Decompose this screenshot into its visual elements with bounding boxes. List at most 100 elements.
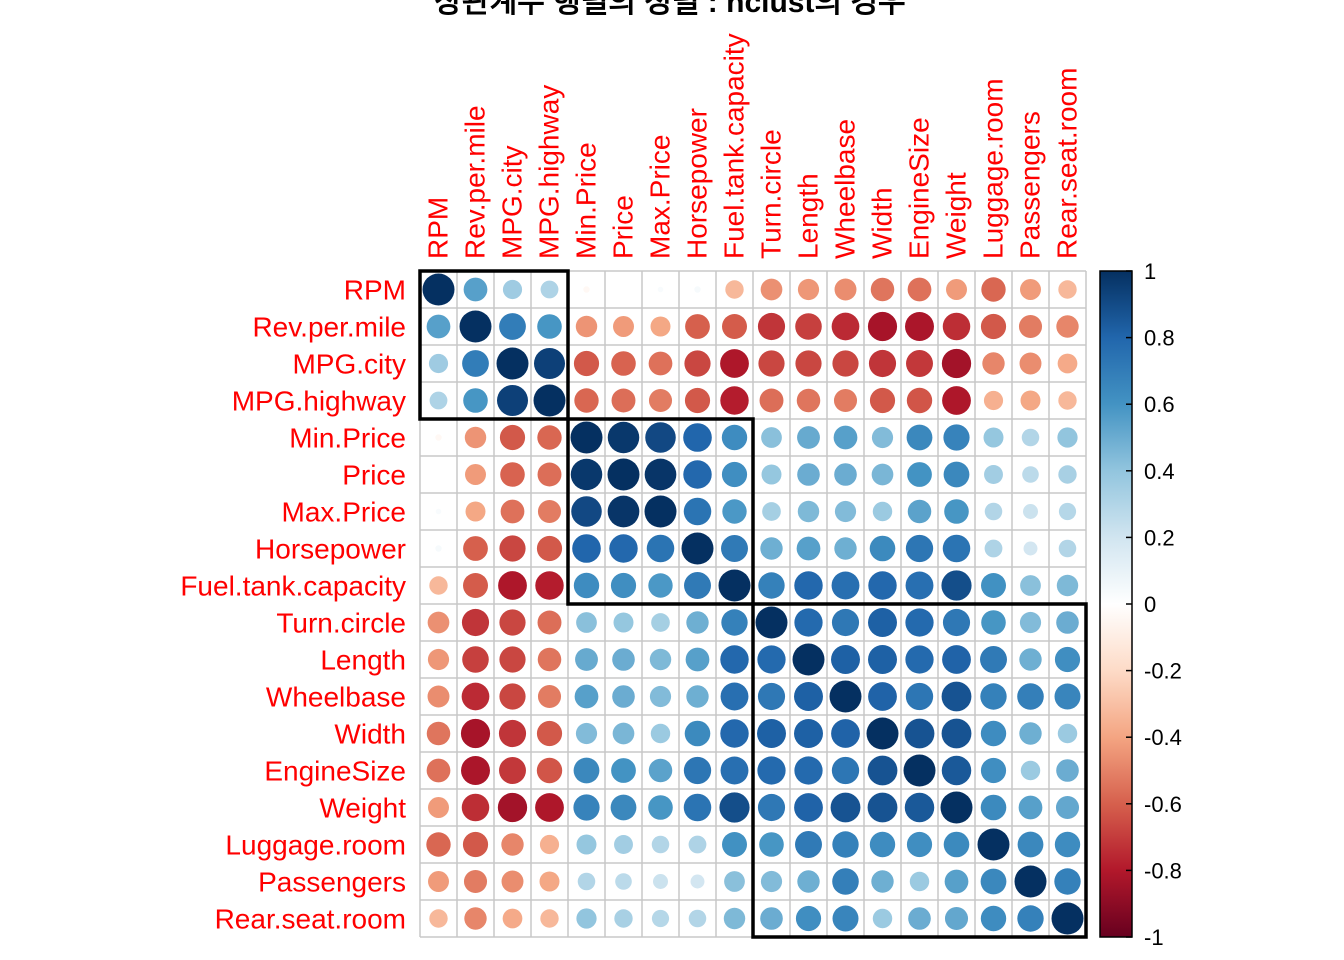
cell-circle [648, 758, 673, 783]
colorbar-tick-label: -1 [1144, 925, 1164, 950]
cell-circle [867, 792, 898, 823]
cell-circle [502, 908, 523, 929]
cell-circle [795, 905, 822, 932]
cell-circle [464, 907, 487, 930]
cell-circle [797, 463, 820, 486]
cell-circle [905, 312, 934, 341]
col-label: Rev.per.mile [460, 105, 491, 259]
cell-circle [1054, 646, 1081, 673]
cell-circle [721, 609, 748, 636]
cell-circle [537, 610, 562, 635]
cell-circle [833, 425, 858, 450]
cell-circle [942, 608, 971, 637]
cell-circle [461, 608, 490, 637]
cell-circle [650, 316, 671, 337]
row-label: Rev.per.mile [252, 312, 406, 343]
cell-circle [1056, 574, 1079, 597]
cell-circle [427, 648, 450, 671]
cell-circle [982, 352, 1005, 375]
cell-circle [872, 908, 893, 929]
cell-circle [760, 870, 783, 893]
cell-circle [573, 794, 600, 821]
cell-circle [906, 831, 933, 858]
cell-circle [872, 501, 893, 522]
colorbar-tick-label: 0.8 [1144, 326, 1175, 351]
cell-circle [537, 647, 562, 672]
cell-circle [614, 835, 633, 854]
cell-circle [759, 832, 784, 857]
cell-circle [722, 314, 747, 339]
cell-circle [648, 573, 673, 598]
cell-circle [831, 608, 860, 637]
cell-circle [719, 792, 750, 823]
cell-circle [831, 312, 860, 341]
cell-circle [761, 427, 782, 448]
cell-circle [607, 458, 640, 491]
cell-circle [500, 462, 525, 487]
cell-circle [686, 611, 709, 634]
cell-circle [644, 495, 677, 528]
cell-circle [573, 350, 600, 377]
cell-circle [463, 277, 488, 302]
cell-circle [694, 286, 701, 293]
cell-circle [905, 608, 934, 637]
cell-circle [794, 682, 823, 711]
cell-circle [977, 828, 1010, 861]
cell-circle [941, 681, 972, 712]
cell-circle [575, 722, 598, 745]
cell-circle [535, 571, 564, 600]
cell-circle [941, 348, 972, 379]
cell-circle [831, 645, 860, 674]
cell-circle [904, 792, 935, 823]
cell-circle [1020, 575, 1041, 596]
cell-circle [612, 685, 635, 708]
cell-circle [1058, 502, 1077, 521]
cell-circle [688, 909, 707, 928]
cell-circle [540, 909, 559, 928]
cell-circle [909, 871, 930, 892]
cell-circle [757, 719, 786, 748]
cell-circle [980, 646, 1007, 673]
cell-circle [683, 460, 712, 489]
cell-circle [537, 684, 562, 709]
col-label: Fuel.tank.capacity [719, 33, 750, 259]
cell-circle [435, 508, 442, 515]
cell-circle [1056, 759, 1079, 782]
row-label: Length [320, 645, 406, 676]
cell-circle [614, 909, 633, 928]
cell-circle [1023, 541, 1038, 556]
cell-circle [758, 572, 785, 599]
cell-circle [499, 646, 526, 673]
cell-circle [757, 312, 786, 341]
cell-circle [435, 434, 442, 441]
cell-circle [721, 424, 748, 451]
cell-circle [570, 421, 603, 454]
cell-circle [941, 718, 972, 749]
cell-circle [1014, 865, 1047, 898]
row-label: Price [342, 460, 406, 491]
cell-circle [463, 388, 488, 413]
row-labels: RPM Rev.per.mile MPG.city MPG.highway Min.Pr… [180, 275, 406, 935]
cell-circle [571, 496, 602, 527]
cell-circle [499, 609, 526, 636]
cell-circle [1021, 428, 1040, 447]
cell-circle [721, 535, 748, 562]
row-label: Luggage.room [225, 830, 406, 861]
cell-circle [1057, 427, 1078, 448]
col-label: Turn.circle [756, 129, 787, 259]
cell-circle [613, 612, 634, 633]
cell-circle [570, 458, 603, 491]
cell-circle [981, 610, 1006, 635]
cell-circle [537, 462, 562, 487]
col-label: MPG.highway [534, 85, 565, 259]
cell-circle [1018, 795, 1043, 820]
cell-circle [980, 905, 1007, 932]
cell-circle [1017, 905, 1044, 932]
cell-circle [683, 497, 712, 526]
cell-circle [868, 682, 897, 711]
row-label: Passengers [258, 867, 406, 898]
cell-circle [869, 387, 896, 414]
cell-circle [906, 350, 933, 377]
cell-circle [463, 536, 488, 561]
cell-circle [830, 792, 861, 823]
